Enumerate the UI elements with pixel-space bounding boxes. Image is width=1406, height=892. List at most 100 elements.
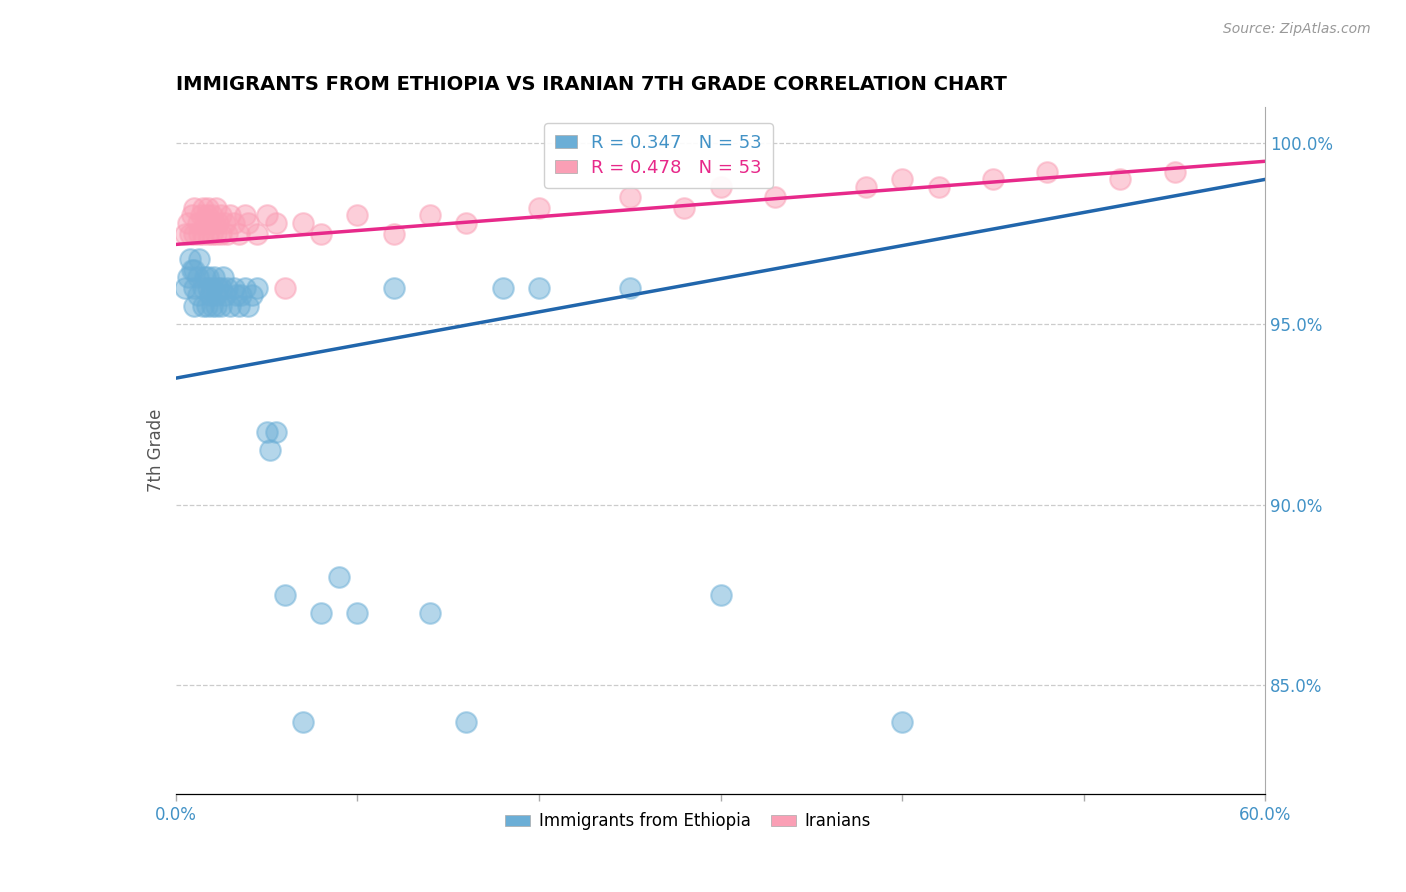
Point (891, 714, 914, 729)
Legend: Immigrants from Ethiopia, Iranians: Immigrants from Ethiopia, Iranians (499, 805, 877, 837)
Text: Source: ZipAtlas.com: Source: ZipAtlas.com (1223, 22, 1371, 37)
Point (191, 227, 214, 241)
Point (710, 179, 733, 194)
Point (183, 281, 205, 295)
Point (219, 299, 242, 313)
Point (204, 201, 226, 215)
Point (181, 209, 204, 223)
Point (202, 216, 225, 230)
Point (188, 252, 211, 266)
Point (256, 425, 278, 440)
Point (228, 227, 250, 241)
Point (200, 216, 222, 230)
Point (246, 281, 269, 295)
Point (291, 714, 314, 729)
Point (214, 216, 236, 230)
Point (346, 209, 368, 223)
Point (173, 281, 195, 295)
Point (855, 179, 877, 194)
Point (209, 299, 232, 313)
Point (177, 216, 200, 230)
Point (710, 588, 733, 602)
Point (246, 227, 269, 241)
Point (222, 281, 245, 295)
Point (619, 281, 641, 295)
Point (191, 281, 214, 295)
Point (204, 299, 226, 313)
Point (201, 209, 224, 223)
Point (231, 288, 253, 302)
Point (456, 714, 478, 729)
Point (188, 227, 211, 241)
Point (233, 281, 256, 295)
Point (291, 216, 314, 230)
Point (256, 209, 278, 223)
Point (763, 190, 786, 204)
Point (346, 606, 368, 620)
Point (419, 209, 441, 223)
Point (928, 179, 950, 194)
Point (209, 227, 232, 241)
Point (201, 281, 224, 295)
Point (274, 281, 297, 295)
Point (197, 201, 219, 215)
Point (1036, 165, 1059, 179)
Point (190, 209, 212, 223)
Point (259, 443, 281, 458)
Point (219, 209, 242, 223)
Point (225, 288, 247, 302)
Point (238, 216, 260, 230)
Point (179, 227, 201, 241)
Point (456, 216, 478, 230)
Point (382, 281, 405, 295)
Point (202, 269, 225, 284)
Point (183, 262, 205, 277)
Point (228, 299, 250, 313)
Point (222, 216, 245, 230)
Point (619, 190, 641, 204)
Point (673, 201, 696, 215)
Point (212, 269, 235, 284)
Point (1163, 165, 1185, 179)
Point (186, 216, 209, 230)
Point (201, 227, 224, 241)
Point (183, 227, 205, 241)
Point (382, 227, 405, 241)
Point (492, 281, 515, 295)
Point (328, 570, 350, 584)
Point (200, 288, 222, 302)
Point (191, 299, 214, 313)
Point (173, 227, 195, 241)
Point (981, 172, 1004, 186)
Point (209, 209, 232, 223)
Point (207, 281, 229, 295)
Point (183, 299, 205, 313)
Y-axis label: 7th Grade: 7th Grade (146, 409, 165, 492)
Point (891, 172, 914, 186)
Point (527, 281, 550, 295)
Point (195, 299, 218, 313)
Point (274, 588, 297, 602)
Point (204, 227, 226, 241)
Point (183, 201, 205, 215)
Point (194, 269, 217, 284)
Point (186, 269, 209, 284)
Point (201, 299, 224, 313)
Point (197, 269, 219, 284)
Point (309, 227, 332, 241)
Point (194, 216, 217, 230)
Point (419, 606, 441, 620)
Point (197, 281, 219, 295)
Point (177, 269, 200, 284)
Point (527, 201, 550, 215)
Point (179, 252, 201, 266)
Point (181, 262, 204, 277)
Point (215, 281, 238, 295)
Point (209, 281, 232, 295)
Point (309, 606, 332, 620)
Point (240, 288, 263, 302)
Point (207, 216, 229, 230)
Point (264, 216, 287, 230)
Point (186, 288, 209, 302)
Point (214, 288, 236, 302)
